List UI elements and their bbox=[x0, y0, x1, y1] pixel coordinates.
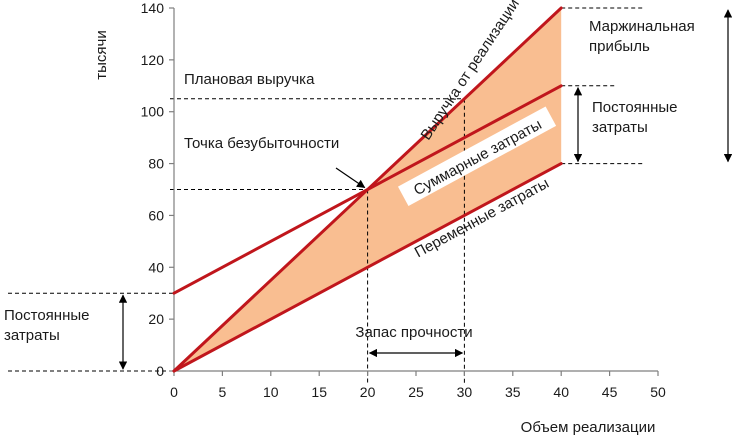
series-line-2 bbox=[172, 162, 563, 373]
fixed-costs-left-label: Постоянные затраты bbox=[4, 307, 89, 344]
planned-revenue-label: Плановая выручка bbox=[184, 71, 315, 88]
x-tick-label: 15 bbox=[311, 384, 327, 400]
break-even-pointer-arrow bbox=[335, 167, 366, 188]
series-line-1 bbox=[172, 84, 563, 295]
y-tick-label: 80 bbox=[148, 156, 164, 172]
y-axis-label: тысячи bbox=[93, 30, 110, 79]
series-layer bbox=[172, 6, 563, 373]
y-tick-label: 0 bbox=[156, 363, 164, 379]
axes-layer: 0 20 40 60 80 100 120 140 0 5 10 15 20 25 30 35 40 45 50 bbox=[141, 0, 666, 400]
x-tick-label: 25 bbox=[408, 384, 424, 400]
arrows-layer bbox=[118, 9, 733, 370]
x-tick-label: 30 bbox=[457, 384, 473, 400]
marginal-profit-label: Маржинальная прибыль bbox=[589, 18, 695, 55]
guide-lines-layer bbox=[8, 7, 644, 383]
y-tick-label: 20 bbox=[148, 311, 164, 327]
x-tick-label: 10 bbox=[263, 384, 279, 400]
y-tick-label: 40 bbox=[148, 259, 164, 275]
x-tick-label: 40 bbox=[553, 384, 569, 400]
x-axis-label: Объем реализации bbox=[521, 419, 656, 436]
x-tick-label: 50 bbox=[650, 384, 666, 400]
x-tick-label: 0 bbox=[170, 384, 178, 400]
x-tick-label: 45 bbox=[602, 384, 618, 400]
safety-margin-label: Запас прочности bbox=[355, 324, 472, 341]
x-tick-label: 5 bbox=[219, 384, 227, 400]
x-tick-label: 20 bbox=[360, 384, 376, 400]
y-tick-label: 140 bbox=[141, 0, 165, 16]
y-tick-label: 60 bbox=[148, 207, 164, 223]
break-even-label: Точка безубыточности bbox=[184, 135, 339, 152]
x-tick-label: 35 bbox=[505, 384, 521, 400]
fixed-costs-right-label: Постоянные затраты bbox=[592, 99, 677, 136]
y-tick-label: 120 bbox=[141, 52, 165, 68]
y-tick-label: 100 bbox=[141, 104, 165, 120]
